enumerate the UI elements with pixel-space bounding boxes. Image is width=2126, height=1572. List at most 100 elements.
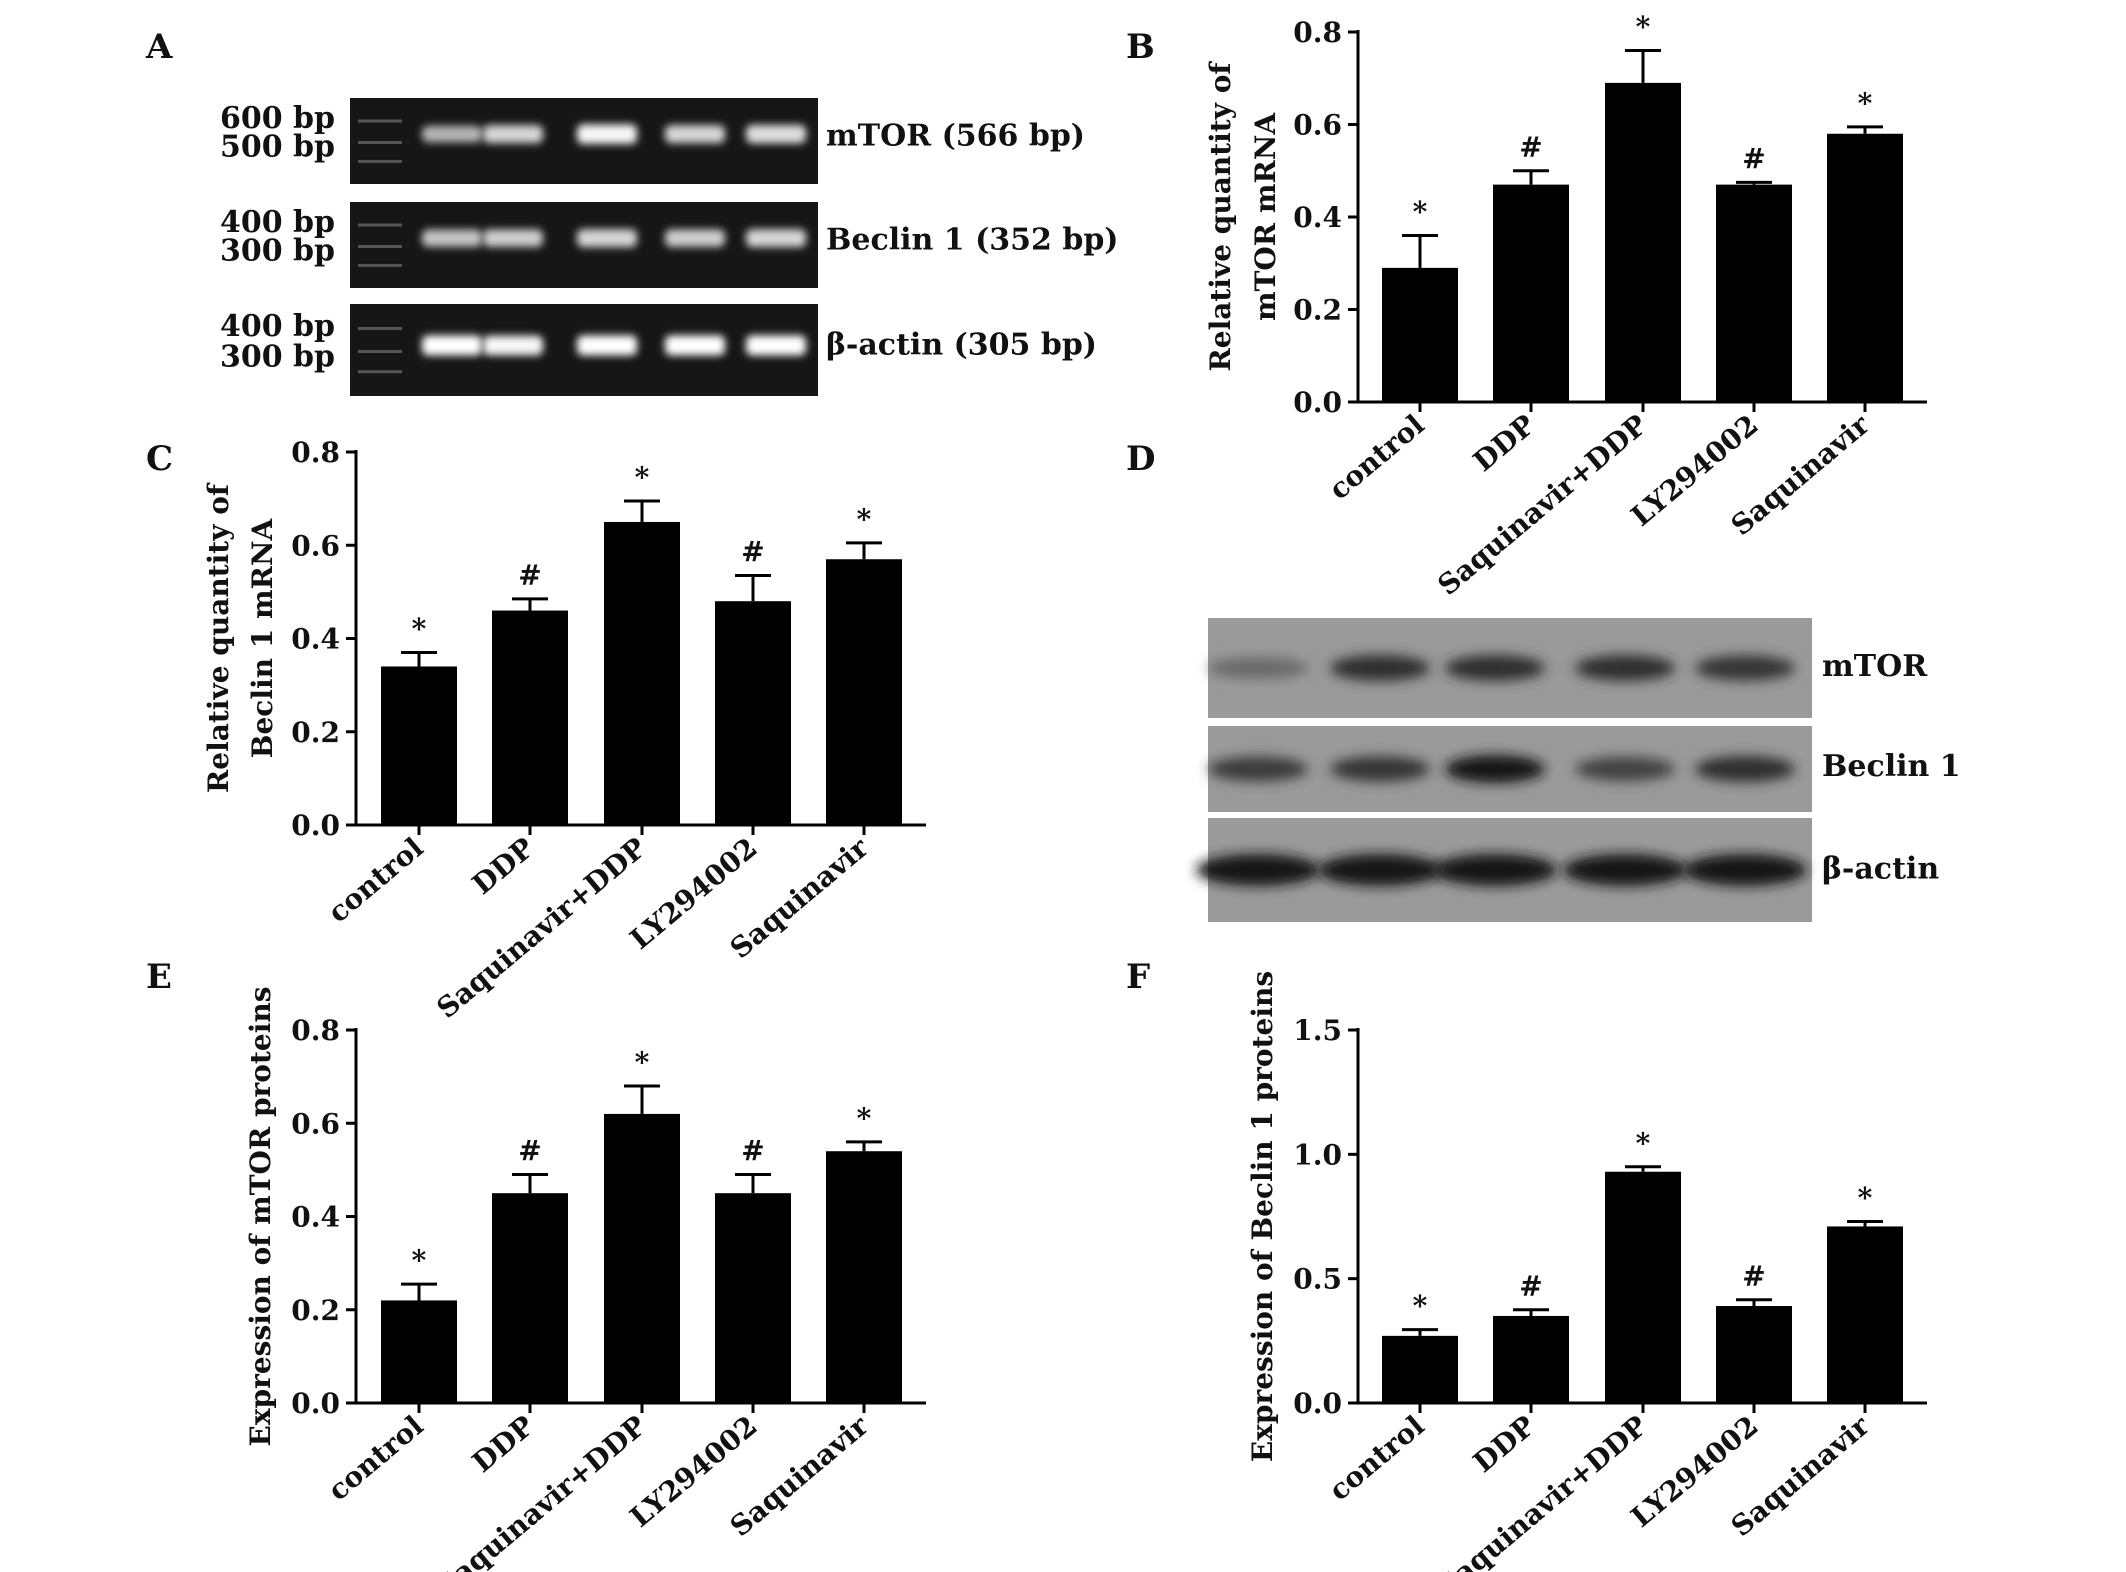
- gel-band: [665, 125, 725, 144]
- western-blot-image: mTOR Beclin 1 β-actin: [1196, 618, 1961, 922]
- panel-label-e: E: [146, 957, 172, 997]
- y-axis-label: Relative quantity of: [1204, 61, 1237, 372]
- y-axis-label: Relative quantity of: [202, 482, 235, 793]
- y-tick-label: 0.0: [291, 809, 340, 842]
- gel-band: [665, 335, 725, 356]
- bar: [826, 1151, 902, 1403]
- significance-mark: *: [1636, 1127, 1651, 1160]
- significance-mark: *: [1413, 196, 1428, 229]
- gel-band: [746, 229, 806, 248]
- category-label: Saquinavir+DDP: [430, 831, 652, 1025]
- ladder-label: 400 bp: [220, 309, 335, 344]
- bar: [604, 521, 680, 825]
- gel-band: [577, 335, 637, 356]
- category-label: Saquinavir+DDP: [430, 1409, 652, 1572]
- gel-band-label: Beclin 1 (352 bp): [826, 222, 1119, 257]
- bar: [492, 1193, 568, 1403]
- blot-band: [1445, 755, 1545, 783]
- gel-band: [483, 229, 543, 247]
- blot-band: [1208, 756, 1308, 782]
- gel-band: [422, 125, 482, 143]
- gel-band: [577, 124, 637, 144]
- bar: [1827, 1226, 1903, 1403]
- y-tick-label: 0.6: [1293, 109, 1342, 142]
- category-label: control: [1323, 1409, 1431, 1507]
- y-tick-label: 0.8: [1293, 16, 1342, 49]
- blot-band: [1318, 854, 1442, 886]
- blot-band: [1575, 655, 1675, 681]
- ladder-band: [358, 370, 402, 374]
- significance-mark: *: [857, 503, 872, 536]
- significance-mark: *: [412, 612, 427, 645]
- bar: [715, 601, 791, 825]
- blot-band: [1563, 854, 1687, 886]
- y-tick-label: 0.4: [291, 1201, 340, 1234]
- y-tick-label: 1.0: [1293, 1138, 1342, 1171]
- category-label: Saquinavir+DDP: [1431, 408, 1653, 602]
- bar: [1493, 1315, 1569, 1403]
- gel-band: [577, 229, 637, 248]
- bar: [381, 1300, 457, 1403]
- significance-mark: *: [1413, 1290, 1428, 1323]
- blot-band: [1330, 756, 1430, 782]
- significance-mark: #: [1519, 1270, 1542, 1303]
- ladder-band: [358, 159, 402, 163]
- blot-band: [1683, 854, 1807, 886]
- western-row-0: mTOR: [1208, 618, 1928, 718]
- significance-mark: #: [518, 1135, 541, 1168]
- significance-mark: #: [1742, 142, 1765, 175]
- ladder-band: [358, 119, 402, 123]
- y-tick-label: 0.8: [291, 1014, 340, 1047]
- ladder-label: 300 bp: [220, 233, 335, 268]
- gel-band-label: mTOR (566 bp): [826, 118, 1085, 153]
- blot-band: [1330, 655, 1430, 681]
- category-label: DDP: [1467, 1409, 1542, 1479]
- ladder-label: 500 bp: [220, 129, 335, 164]
- significance-mark: #: [1519, 131, 1542, 164]
- category-label: control: [322, 831, 430, 929]
- ladder-label: 300 bp: [220, 340, 335, 375]
- y-tick-label: 0.2: [291, 716, 340, 749]
- gel-band: [746, 124, 806, 144]
- chart-c: 0.0 0.2 0.4 0.6 0.8 Relative quantity of Becli…: [202, 436, 926, 1025]
- gel-band: [422, 229, 482, 247]
- chart-b: 0.0 0.2 0.4 0.6 0.8 Relative quantity of mTOR …: [1204, 11, 1927, 602]
- blot-band: [1575, 756, 1675, 782]
- significance-mark: *: [635, 461, 650, 494]
- significance-mark: *: [1858, 87, 1873, 120]
- ladder-label: 600 bp: [220, 101, 335, 136]
- panel-label-c: C: [146, 439, 173, 479]
- western-row-1: Beclin 1: [1208, 726, 1961, 812]
- y-tick-label: 1.5: [1293, 1014, 1342, 1047]
- panel-label-a: A: [145, 27, 173, 67]
- blot-band-label: mTOR: [1822, 649, 1928, 684]
- ladder-band: [358, 141, 402, 144]
- ladder-band: [358, 327, 402, 330]
- bar: [604, 1113, 680, 1403]
- gel-band: [665, 229, 725, 247]
- category-label: Saquinavir+DDP: [1431, 1409, 1653, 1572]
- y-tick-label: 0.6: [291, 529, 340, 562]
- category-label: DDP: [1467, 408, 1542, 478]
- ladder-band: [358, 350, 402, 353]
- blot-band: [1695, 655, 1795, 681]
- y-tick-label: 0.0: [1293, 1387, 1342, 1420]
- y-tick-label: 0.2: [1293, 294, 1342, 327]
- panel-label-f: F: [1126, 957, 1150, 997]
- ladder-band: [358, 223, 402, 227]
- ladder-band: [358, 263, 402, 267]
- bar: [1716, 184, 1792, 402]
- gel-band: [422, 335, 482, 356]
- blot-band-label: Beclin 1: [1822, 749, 1961, 784]
- y-axis-label: Expression of mTOR proteins: [244, 987, 277, 1447]
- blot-band: [1445, 655, 1545, 681]
- y-tick-label: 0.0: [291, 1387, 340, 1420]
- y-tick-label: 0.0: [1293, 386, 1342, 419]
- panel-label-d: D: [1126, 439, 1155, 479]
- chart-e: 0.0 0.2 0.4 0.6 0.8 Expression of mTOR protei…: [244, 987, 926, 1572]
- bar: [715, 1193, 791, 1403]
